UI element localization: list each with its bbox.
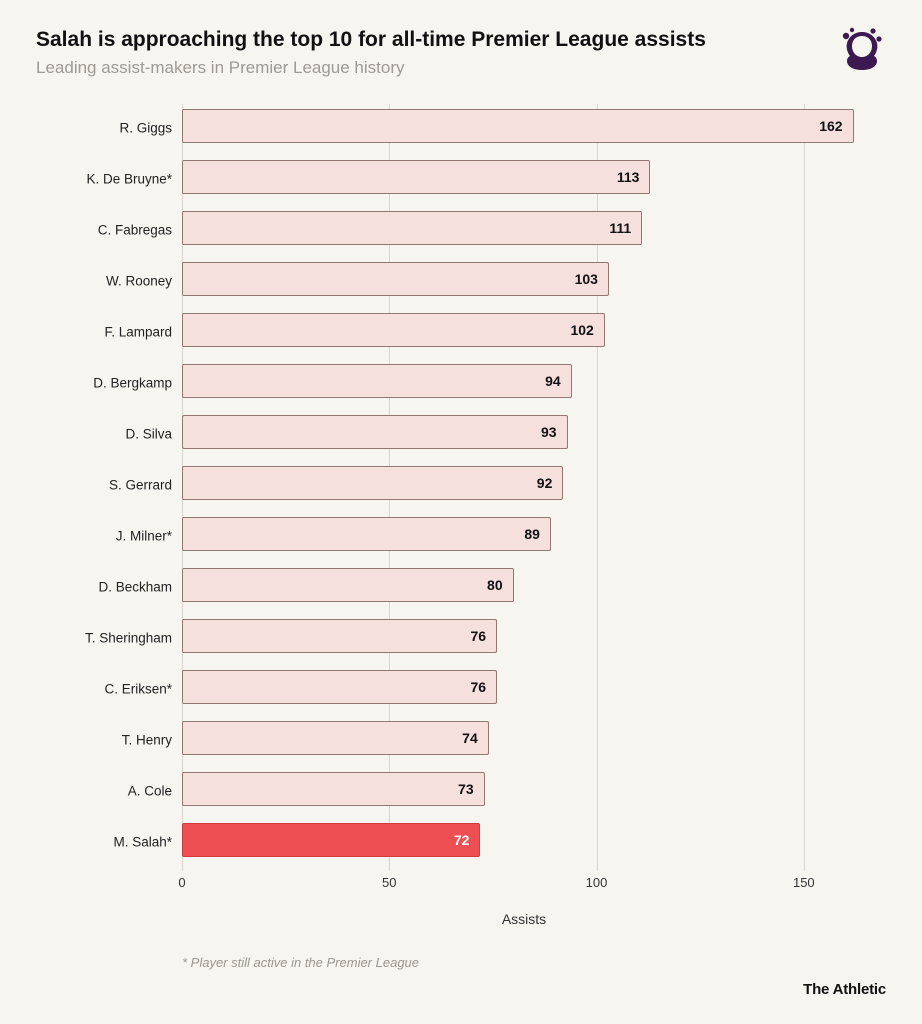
bar: 103 — [182, 262, 609, 296]
premier-league-logo-icon — [838, 26, 886, 74]
bar: 80 — [182, 568, 514, 602]
player-label: C. Eriksen* — [36, 681, 172, 696]
bar-row: T. Sheringham76 — [182, 614, 866, 665]
bar-value: 92 — [537, 475, 553, 491]
chart-title: Salah is approaching the top 10 for all-… — [36, 28, 886, 52]
player-label: D. Bergkamp — [36, 375, 172, 390]
bar-row: C. Eriksen*76 — [182, 665, 866, 716]
player-label: S. Gerrard — [36, 477, 172, 492]
player-label: T. Henry — [36, 732, 172, 747]
bar-value: 80 — [487, 577, 503, 593]
player-label: A. Cole — [36, 783, 172, 798]
bar-row: D. Bergkamp94 — [182, 359, 866, 410]
bar: 162 — [182, 109, 854, 143]
bar-value: 76 — [470, 679, 486, 695]
player-label: K. De Bruyne* — [36, 171, 172, 186]
bar: 89 — [182, 517, 551, 551]
chart-subtitle: Leading assist-makers in Premier League … — [36, 58, 886, 78]
bar-value: 73 — [458, 781, 474, 797]
bar: 76 — [182, 670, 497, 704]
bar-chart: R. Giggs162K. De Bruyne*113C. Fabregas11… — [182, 104, 866, 899]
x-axis: Assists 050100150 — [182, 871, 866, 899]
player-label: F. Lampard — [36, 324, 172, 339]
chart-footnote: * Player still active in the Premier Lea… — [182, 955, 886, 970]
bar-row: S. Gerrard92 — [182, 461, 866, 512]
player-label: W. Rooney — [36, 273, 172, 288]
bar: 73 — [182, 772, 485, 806]
bar-value: 162 — [819, 118, 842, 134]
x-tick-label: 150 — [793, 875, 815, 890]
bar-value: 89 — [524, 526, 540, 542]
bar-row: R. Giggs162 — [182, 104, 866, 155]
x-tick-label: 100 — [586, 875, 608, 890]
x-axis-label: Assists — [502, 911, 546, 927]
bar-row: T. Henry74 — [182, 716, 866, 767]
bar: 102 — [182, 313, 605, 347]
bar: 93 — [182, 415, 568, 449]
bar: 74 — [182, 721, 489, 755]
player-label: D. Beckham — [36, 579, 172, 594]
player-label: M. Salah* — [36, 834, 172, 849]
bar-value: 76 — [470, 628, 486, 644]
bars-container: R. Giggs162K. De Bruyne*113C. Fabregas11… — [182, 104, 866, 869]
bar-row: A. Cole73 — [182, 767, 866, 818]
bar-row: D. Silva93 — [182, 410, 866, 461]
x-tick-label: 50 — [382, 875, 396, 890]
bar-value: 72 — [454, 832, 470, 848]
bar: 94 — [182, 364, 572, 398]
bar-row: C. Fabregas111 — [182, 206, 866, 257]
bar-value: 103 — [575, 271, 598, 287]
bar: 92 — [182, 466, 563, 500]
bar-row: J. Milner*89 — [182, 512, 866, 563]
bar-row: M. Salah*72 — [182, 818, 866, 869]
x-tick-label: 0 — [178, 875, 185, 890]
player-label: J. Milner* — [36, 528, 172, 543]
player-label: D. Silva — [36, 426, 172, 441]
bar-value: 102 — [570, 322, 593, 338]
bar: 111 — [182, 211, 642, 245]
bar-row: K. De Bruyne*113 — [182, 155, 866, 206]
bar-value: 113 — [617, 169, 640, 185]
bar: 76 — [182, 619, 497, 653]
chart-header: Salah is approaching the top 10 for all-… — [36, 28, 886, 78]
player-label: R. Giggs — [36, 120, 172, 135]
source-brand: The Athletic — [803, 981, 886, 998]
bar-row: W. Rooney103 — [182, 257, 866, 308]
bar-value: 111 — [609, 220, 631, 236]
bar-row: F. Lampard102 — [182, 308, 866, 359]
bar: 113 — [182, 160, 650, 194]
player-label: C. Fabregas — [36, 222, 172, 237]
bar-row: D. Beckham80 — [182, 563, 866, 614]
bar-value: 74 — [462, 730, 478, 746]
bar-value: 94 — [545, 373, 561, 389]
player-label: T. Sheringham — [36, 630, 172, 645]
bar-highlight: 72 — [182, 823, 480, 857]
bar-value: 93 — [541, 424, 557, 440]
